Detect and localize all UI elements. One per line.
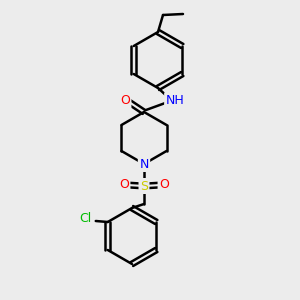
Text: O: O [120,94,130,107]
Text: S: S [140,179,148,193]
Text: O: O [119,178,129,191]
Text: NH: NH [166,94,184,106]
Text: N: N [139,158,149,170]
Text: Cl: Cl [80,212,92,226]
Text: O: O [159,178,169,191]
